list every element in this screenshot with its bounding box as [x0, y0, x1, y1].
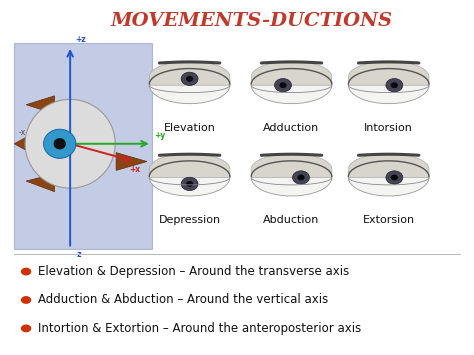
- Polygon shape: [149, 153, 230, 178]
- Text: +y: +y: [154, 131, 165, 140]
- Text: Intortion & Extortion – Around the anteroposterior axis: Intortion & Extortion – Around the anter…: [38, 322, 361, 335]
- Ellipse shape: [292, 171, 310, 184]
- Ellipse shape: [348, 67, 429, 104]
- Polygon shape: [251, 61, 332, 85]
- Text: Abduction: Abduction: [264, 215, 319, 225]
- Text: +z: +z: [75, 36, 86, 44]
- Ellipse shape: [297, 175, 305, 180]
- Polygon shape: [26, 96, 55, 114]
- Ellipse shape: [251, 67, 332, 104]
- Ellipse shape: [251, 159, 332, 196]
- Ellipse shape: [25, 99, 115, 188]
- Polygon shape: [348, 61, 429, 85]
- Text: -z: -z: [75, 250, 82, 259]
- Ellipse shape: [54, 138, 66, 149]
- Ellipse shape: [181, 72, 198, 86]
- Polygon shape: [348, 153, 429, 178]
- Ellipse shape: [274, 78, 292, 92]
- Text: Adduction: Adduction: [264, 123, 319, 133]
- Ellipse shape: [44, 129, 76, 158]
- Ellipse shape: [181, 177, 198, 191]
- Ellipse shape: [149, 67, 230, 104]
- Text: MOVEMENTS-DUCTIONS: MOVEMENTS-DUCTIONS: [110, 12, 392, 31]
- Circle shape: [21, 268, 31, 275]
- Ellipse shape: [386, 171, 403, 184]
- Text: Extorsion: Extorsion: [363, 215, 415, 225]
- Ellipse shape: [186, 181, 193, 187]
- Ellipse shape: [391, 175, 398, 180]
- Text: +x: +x: [129, 165, 141, 174]
- Polygon shape: [116, 153, 147, 170]
- Polygon shape: [149, 61, 230, 85]
- Ellipse shape: [279, 82, 287, 88]
- Text: -x: -x: [19, 128, 26, 137]
- Ellipse shape: [149, 159, 230, 196]
- Ellipse shape: [386, 78, 403, 92]
- Polygon shape: [251, 153, 332, 178]
- Polygon shape: [26, 174, 55, 192]
- FancyBboxPatch shape: [14, 43, 152, 248]
- Text: Elevation: Elevation: [164, 123, 216, 133]
- Ellipse shape: [391, 82, 398, 88]
- Ellipse shape: [348, 159, 429, 196]
- Text: Adduction & Abduction – Around the vertical axis: Adduction & Abduction – Around the verti…: [38, 294, 328, 306]
- Ellipse shape: [186, 76, 193, 82]
- Text: Intorsion: Intorsion: [364, 123, 413, 133]
- Text: Elevation & Depression – Around the transverse axis: Elevation & Depression – Around the tran…: [38, 265, 349, 278]
- Polygon shape: [14, 130, 40, 158]
- Circle shape: [21, 296, 31, 304]
- Text: Depression: Depression: [158, 215, 221, 225]
- Circle shape: [21, 324, 31, 332]
